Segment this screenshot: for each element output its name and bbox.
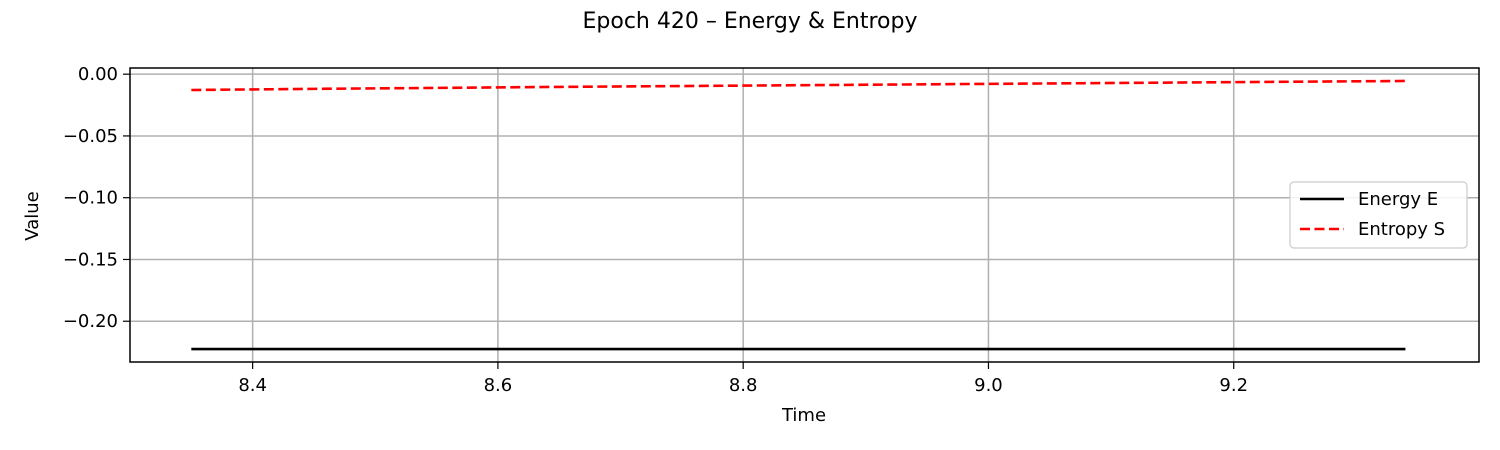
y-tick-label: −0.15 bbox=[63, 249, 118, 270]
legend-label: Entropy S bbox=[1358, 219, 1445, 240]
y-axis-label: Value bbox=[22, 191, 43, 240]
legend: Energy E Entropy S bbox=[1289, 181, 1468, 249]
plot-frame bbox=[129, 67, 1480, 363]
chart-title: Epoch 420 – Energy & Entropy bbox=[583, 9, 918, 34]
x-axis-label: Time bbox=[781, 405, 826, 426]
x-tick-label: 8.8 bbox=[729, 375, 758, 396]
y-tick-label: 0.00 bbox=[78, 64, 118, 85]
x-axis-ticks: 8.4 8.6 8.8 9.0 9.2 bbox=[238, 362, 1248, 396]
x-tick-label: 9.0 bbox=[974, 375, 1003, 396]
series-line-entropy-s bbox=[191, 79, 1406, 92]
grid bbox=[130, 68, 1479, 362]
y-tick-label: −0.05 bbox=[63, 126, 118, 147]
legend-label: Energy E bbox=[1358, 189, 1438, 210]
x-tick-label: 9.2 bbox=[1219, 375, 1248, 396]
x-tick-label: 8.4 bbox=[238, 375, 267, 396]
y-axis-ticks: 0.00 −0.05 −0.10 −0.15 −0.20 bbox=[63, 64, 130, 332]
y-tick-label: −0.10 bbox=[63, 188, 118, 209]
y-tick-label: −0.20 bbox=[63, 311, 118, 332]
x-tick-label: 8.6 bbox=[484, 375, 513, 396]
series-layer bbox=[191, 79, 1406, 351]
